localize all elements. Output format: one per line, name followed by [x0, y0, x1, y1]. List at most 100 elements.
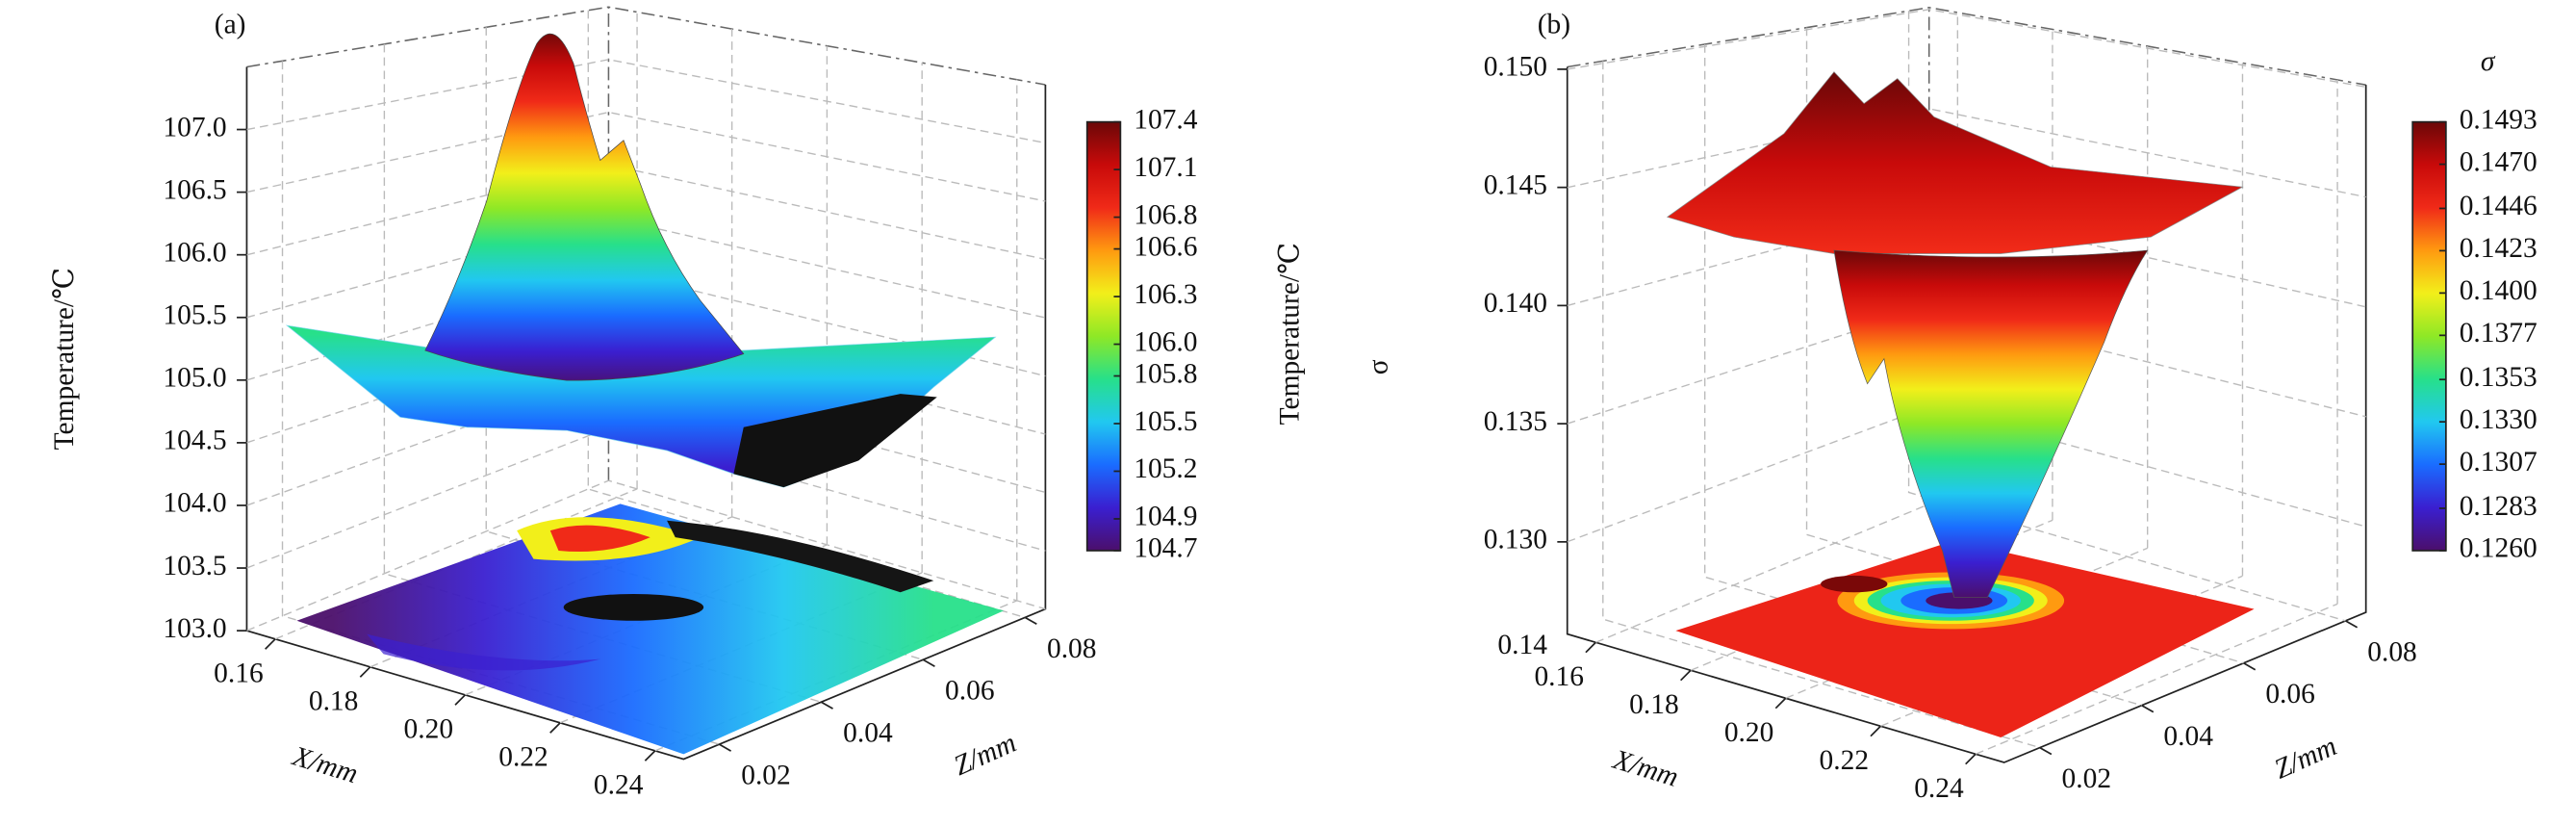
colorbar-tick-label: 105.5	[1134, 406, 1197, 437]
grid-line	[1595, 491, 1958, 643]
grid-line	[1602, 61, 2040, 749]
colorbar-tick-label: 105.2	[1134, 453, 1197, 484]
z-tick-label: 106.5	[163, 174, 226, 205]
colorbar-tick-label: 104.7	[1134, 533, 1197, 564]
z-tick-label: 0.140	[1484, 288, 1547, 319]
box-edge	[1567, 6, 2366, 86]
tick-mark	[359, 666, 371, 678]
colorbar-title: σ	[2481, 46, 2496, 77]
surface-plane	[1666, 71, 2244, 254]
z-tick-label: 0.130	[1484, 525, 1547, 555]
x-tick-label: 0.18	[1629, 689, 1679, 720]
grid-line	[1567, 9, 2366, 89]
tick-mark	[1870, 725, 1882, 737]
x-tick-label: 0.20	[1724, 717, 1774, 748]
z-axis-title: σ	[1363, 359, 1393, 374]
colorbar-tick-label: 104.9	[1134, 502, 1197, 532]
tick-mark	[549, 722, 561, 734]
z-tick-label: 106.0	[163, 237, 226, 268]
colorbar-tick-label: 105.8	[1134, 358, 1197, 389]
colorbar-tick-label: 107.4	[1134, 104, 1198, 135]
y-axis-title: Z/mm	[2270, 731, 2341, 786]
colorbar-tick-label: 0.1470	[2460, 146, 2538, 177]
x-tick-label: 0.22	[1820, 745, 1870, 776]
z-tick-label: 103.0	[163, 613, 226, 644]
tick-mark	[1585, 641, 1596, 654]
tick-mark	[1680, 669, 1692, 682]
grid-line	[1567, 405, 2366, 543]
panel-label: (a)	[215, 10, 246, 40]
x-tick-label: 0.24	[594, 770, 644, 801]
colorbar-tick-label: 0.1493	[2460, 104, 2538, 135]
tick-mark	[1774, 697, 1787, 710]
surface-funnel	[1833, 249, 2149, 598]
tick-mark	[1024, 616, 1037, 626]
surface-low	[733, 394, 937, 488]
z-tick-label: 105.5	[163, 300, 226, 331]
axes-front: 103.0 103.5 104.0 104.5 105.0 105.5 106.0 106.5…	[49, 10, 2538, 805]
x-tick-label: 0.16	[214, 658, 264, 689]
tick-mark	[454, 694, 467, 706]
contour-blob	[667, 520, 934, 593]
box-edge	[1566, 66, 2367, 763]
floor-contour	[1675, 540, 2255, 738]
z-tick-label: 0.135	[1484, 406, 1547, 437]
tick-mark	[922, 658, 935, 667]
colorbar-tick-label: 0.1283	[2460, 491, 2538, 522]
floor-label: 0.14	[1497, 630, 1547, 660]
colorbar-tick-label: 107.1	[1134, 152, 1197, 183]
z-tick-label: 0.150	[1484, 52, 1547, 83]
y-tick-label: 0.02	[741, 761, 791, 791]
grid-line	[246, 111, 1046, 202]
colorbar-tick-label: 106.3	[1134, 279, 1197, 310]
tick-mark	[2345, 620, 2359, 629]
colorbar-tick-label: 0.1377	[2460, 318, 2538, 348]
y-tick-label: 0.04	[2163, 721, 2213, 752]
y-tick-label: 0.02	[2062, 763, 2112, 794]
grid-line	[1975, 603, 2338, 755]
z-tick-label: 0.145	[1484, 169, 1547, 200]
x-tick-label: 0.20	[404, 714, 454, 745]
grid-line	[246, 479, 1046, 632]
z-tick-label: 104.5	[163, 426, 226, 456]
colorbar-tick-label: 106.0	[1134, 326, 1197, 357]
x-tick-label: 0.24	[1914, 773, 1964, 804]
x-tick-label: 0.22	[498, 742, 548, 773]
z-tick-label: 103.5	[163, 551, 226, 581]
tick-mark	[2039, 746, 2053, 756]
z-tick-label: 104.0	[163, 488, 226, 519]
colorbar-tick-label: 0.1400	[2460, 275, 2538, 306]
tick-mark	[2141, 704, 2155, 713]
colorbar-title: Temperature/℃	[1275, 243, 1306, 425]
colorbar-tick-label: 106.6	[1134, 231, 1197, 262]
grid-line	[246, 374, 1046, 506]
y-axis-title: Z/mm	[950, 728, 1021, 783]
colorbar-tick-label: 0.1446	[2460, 191, 2538, 221]
z-tick-label: 105.0	[163, 363, 226, 394]
colorbar-tick-label: 0.1307	[2460, 447, 2538, 478]
box-edge	[246, 6, 1046, 86]
grid-line	[246, 59, 1046, 144]
contour-blob	[1821, 575, 1888, 593]
colorbar-tick-label: 106.8	[1134, 199, 1197, 230]
contour-blob	[549, 525, 650, 553]
tick-mark	[719, 743, 732, 752]
x-axis-title: X/mm	[289, 740, 362, 789]
y-tick-label: 0.06	[945, 676, 995, 707]
contour-blob	[367, 633, 600, 671]
y-tick-label: 0.04	[843, 718, 893, 749]
grid-line	[1805, 27, 2244, 664]
z-tick-label: 107.0	[163, 112, 226, 142]
colorbar-tick-label: 0.1260	[2460, 533, 2538, 564]
colorbar-tick-label: 0.1423	[2460, 233, 2538, 264]
z-axis-title: Temperature/℃	[49, 268, 80, 450]
y-tick-label: 0.06	[2265, 679, 2315, 710]
panel-label: (b)	[1538, 10, 1570, 40]
y-tick-label: 0.08	[1047, 633, 1097, 664]
colorbar-tick-label: 0.1353	[2460, 362, 2538, 393]
surfaces	[285, 33, 2255, 755]
x-tick-label: 0.18	[309, 686, 359, 717]
x-tick-label: 0.16	[1534, 661, 1584, 692]
